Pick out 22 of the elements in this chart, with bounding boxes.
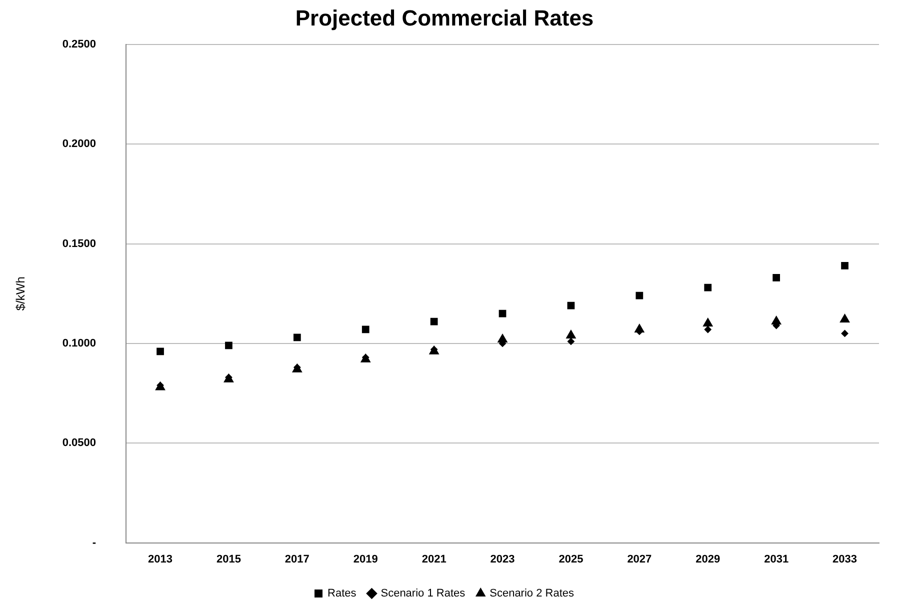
x-tick-label: 2025 [558, 553, 584, 566]
legend-label: Rates [328, 588, 357, 600]
x-tick-label: 2027 [627, 553, 652, 566]
y-tick-label: 0.1500 [62, 238, 96, 250]
legend-label: Scenario 2 Rates [490, 588, 574, 600]
x-tick-label: 2013 [148, 553, 173, 566]
y-tick-label: 0.2000 [62, 138, 96, 150]
y-tick-label: 0.2500 [62, 38, 96, 50]
y-axis-title: $/kWh [14, 276, 28, 311]
x-tick-label: 2031 [764, 553, 789, 566]
y-tick-label: - [92, 536, 96, 549]
legend-label: Scenario 1 Rates [380, 588, 466, 600]
x-tick-label: 2021 [422, 553, 446, 566]
x-tick-label: 2017 [284, 553, 310, 566]
x-tick-label: 2019 [353, 553, 378, 566]
x-tick-label: 2015 [216, 553, 241, 566]
x-tick-label: 2033 [832, 553, 858, 566]
y-tick-label: 0.0500 [62, 437, 96, 450]
y-tick-label: 0.1000 [62, 337, 96, 350]
x-tick-label: 2029 [696, 553, 720, 566]
chart-title: Projected Commercial Rates [295, 5, 594, 30]
x-tick-label: 2023 [490, 553, 515, 566]
